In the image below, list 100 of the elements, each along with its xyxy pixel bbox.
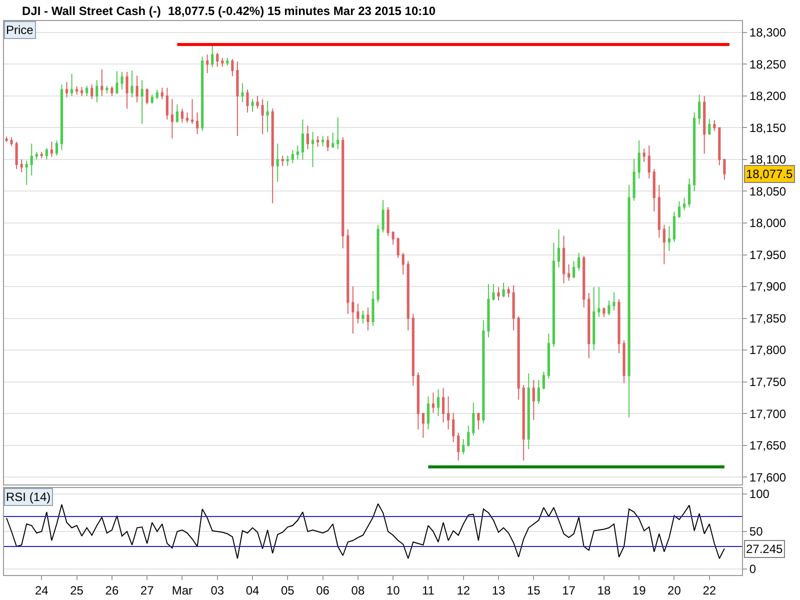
chart-title: DJI - Wall Street Cash (-) — [22, 4, 161, 18]
candlestick — [432, 392, 435, 414]
candlestick — [80, 86, 84, 96]
candlestick — [642, 148, 646, 163]
y-axis-title: RSI (14) — [6, 490, 51, 504]
x-tick-label: 08 — [351, 583, 365, 598]
candlestick — [236, 61, 239, 136]
y-tick-label: 18,200 — [749, 89, 786, 104]
x-tick-label: 26 — [105, 583, 119, 598]
y-tick-label: 17,650 — [749, 438, 786, 453]
x-tick-label: 18 — [597, 583, 611, 598]
candlestick — [542, 371, 545, 390]
x-tick-label: 17 — [562, 583, 576, 598]
candlestick — [130, 70, 134, 98]
text: 27.245 — [746, 542, 784, 556]
candlestick — [226, 57, 229, 66]
candlestick — [196, 112, 199, 135]
candlestick — [180, 108, 184, 124]
candlestick — [713, 120, 716, 132]
y-tick-label: 17,850 — [749, 311, 786, 326]
candlestick — [718, 127, 721, 166]
candlestick — [462, 438, 465, 455]
candlestick — [452, 412, 455, 443]
candlestick — [517, 316, 520, 400]
candlestick — [678, 200, 681, 218]
candlestick — [186, 112, 189, 124]
candlestick — [35, 151, 38, 160]
candlestick — [512, 284, 515, 331]
candlestick — [201, 56, 204, 132]
y-tick-label: 18,300 — [749, 26, 786, 40]
candlestick — [120, 71, 124, 90]
candlestick — [306, 125, 310, 150]
candlestick — [442, 388, 445, 423]
x-tick-label: 06 — [316, 583, 330, 598]
candlestick — [110, 86, 114, 96]
candlestick — [346, 228, 350, 314]
candlestick — [206, 54, 209, 74]
y-tick-label: 17,750 — [749, 375, 786, 389]
candlestick — [592, 286, 596, 351]
candlestick — [557, 228, 560, 268]
candlestick — [10, 136, 13, 147]
candlestick — [652, 168, 656, 212]
candlestick — [146, 88, 148, 105]
candlestick — [648, 145, 650, 180]
candlestick — [322, 135, 324, 147]
candlestick — [216, 52, 219, 68]
candlestick — [396, 237, 400, 258]
y-tick-label: 18,100 — [749, 152, 786, 167]
candlestick — [176, 104, 178, 124]
candlestick — [668, 226, 670, 252]
candlestick — [301, 118, 304, 160]
y-tick-label: 18,050 — [749, 184, 786, 198]
y-tick-label: 50 — [749, 524, 764, 539]
candlestick — [100, 68, 104, 96]
candlestick — [698, 94, 701, 126]
chart-subtitle: 18,077.5 (-0.42%) 15 minutes Mar 23 2015 10:10 — [168, 4, 436, 18]
x-tick-label: 12 — [456, 583, 470, 598]
candlestick — [40, 151, 43, 159]
x-tick-label: Mar — [172, 583, 193, 598]
candlestick — [311, 132, 314, 168]
candlestick — [20, 158, 23, 173]
candlestick — [436, 388, 440, 417]
y-tick-label: 17,700 — [749, 406, 786, 421]
candlestick — [266, 100, 269, 133]
y-tick-label: 17,800 — [749, 343, 786, 358]
candlestick — [126, 71, 128, 110]
candlestick — [482, 320, 485, 424]
candlestick — [618, 298, 620, 354]
x-tick-label: 05 — [280, 583, 295, 598]
candlestick — [136, 75, 138, 103]
candlestick — [598, 286, 600, 318]
candlestick — [658, 184, 660, 238]
candlestick — [507, 286, 510, 298]
candlestick — [251, 98, 254, 112]
candlestick — [246, 89, 249, 113]
x-tick-label: 13 — [492, 583, 506, 598]
candlestick — [332, 132, 334, 149]
candlestick — [316, 135, 320, 148]
x-tick-label: 24 — [34, 583, 49, 598]
candlestick — [291, 149, 294, 164]
candlestick — [372, 290, 374, 326]
x-tick-label: 20 — [668, 583, 682, 598]
x-tick-label: 03 — [210, 583, 224, 598]
candlestick — [342, 136, 344, 249]
candlestick — [261, 98, 264, 135]
candlestick — [447, 396, 450, 430]
candlestick — [241, 82, 244, 103]
x-tick-label: 10 — [386, 583, 400, 598]
candlestick — [487, 283, 490, 338]
candlestick — [231, 58, 234, 77]
candlestick — [86, 85, 88, 96]
candlestick — [376, 224, 380, 303]
candlestick — [65, 81, 68, 98]
candlestick — [286, 155, 289, 166]
candlestick — [703, 95, 706, 154]
candlestick — [60, 84, 64, 150]
candlestick — [632, 158, 636, 202]
candlestick — [662, 224, 666, 265]
x-tick-label: 11 — [422, 583, 435, 598]
candlestick — [612, 292, 616, 312]
